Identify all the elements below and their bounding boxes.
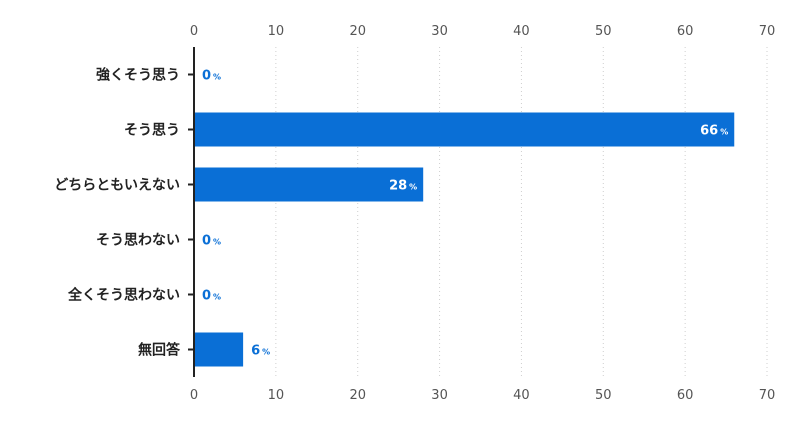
value-label: 6% — [251, 344, 270, 359]
bars — [194, 112, 735, 367]
value-unit: % — [720, 128, 728, 137]
value-labels: 0 %66 %28 %0 %0 %6% — [202, 69, 728, 359]
x-tick-label-top: 20 — [349, 24, 366, 39]
category-label: そう思わない — [96, 233, 180, 249]
x-tick-label-top: 50 — [595, 24, 612, 39]
x-tick-label-bottom: 60 — [677, 388, 694, 403]
x-tick-label-top: 10 — [268, 24, 285, 39]
value-label: 0% — [202, 69, 221, 84]
value-number: 6 — [251, 344, 260, 359]
x-tick-label-bottom: 70 — [759, 388, 776, 403]
bar — [194, 332, 244, 367]
x-tick-label-bottom: 30 — [431, 388, 448, 403]
value-unit: % — [409, 183, 417, 192]
bar — [194, 112, 735, 147]
x-axis-top: 0 10 20 30 40 50 60 70 — [190, 24, 775, 39]
x-tick-label-bottom: 0 — [190, 388, 198, 403]
x-tick-label-top: 70 — [759, 24, 776, 39]
value-number: 66 — [700, 124, 718, 139]
value-unit: % — [213, 238, 221, 247]
y-axis — [188, 47, 195, 377]
value-label: 0% — [202, 289, 221, 304]
x-tick-label-top: 60 — [677, 24, 694, 39]
x-tick-label-bottom: 20 — [349, 388, 366, 403]
category-label: そう思う — [124, 123, 180, 139]
value-label: 0% — [202, 234, 221, 249]
x-tick-label-top: 40 — [513, 24, 530, 39]
x-tick-label-bottom: 10 — [268, 388, 285, 403]
category-label: 強くそう思う — [96, 67, 180, 84]
x-tick-label-top: 30 — [431, 24, 448, 39]
grid-lines — [275, 47, 768, 377]
value-number: 0 — [202, 289, 211, 304]
value-unit: % — [262, 348, 270, 357]
category-label: 無回答 — [138, 342, 181, 359]
value-number: 0 — [202, 234, 211, 249]
category-label: 全くそう思わない — [67, 287, 180, 304]
x-tick-label-bottom: 50 — [595, 388, 612, 403]
value-number: 28 — [389, 179, 407, 194]
x-tick-label-top: 0 — [190, 24, 198, 39]
value-label: 66% — [700, 124, 728, 139]
value-unit: % — [213, 73, 221, 82]
category-label: どちらともいえない — [54, 178, 180, 194]
value-label: 28% — [389, 179, 417, 194]
value-number: 0 — [202, 69, 211, 84]
x-tick-label-bottom: 40 — [513, 388, 530, 403]
bar — [194, 167, 424, 202]
x-axis-bottom: 0 10 20 30 40 50 60 70 — [190, 388, 775, 403]
value-unit: % — [213, 293, 221, 302]
